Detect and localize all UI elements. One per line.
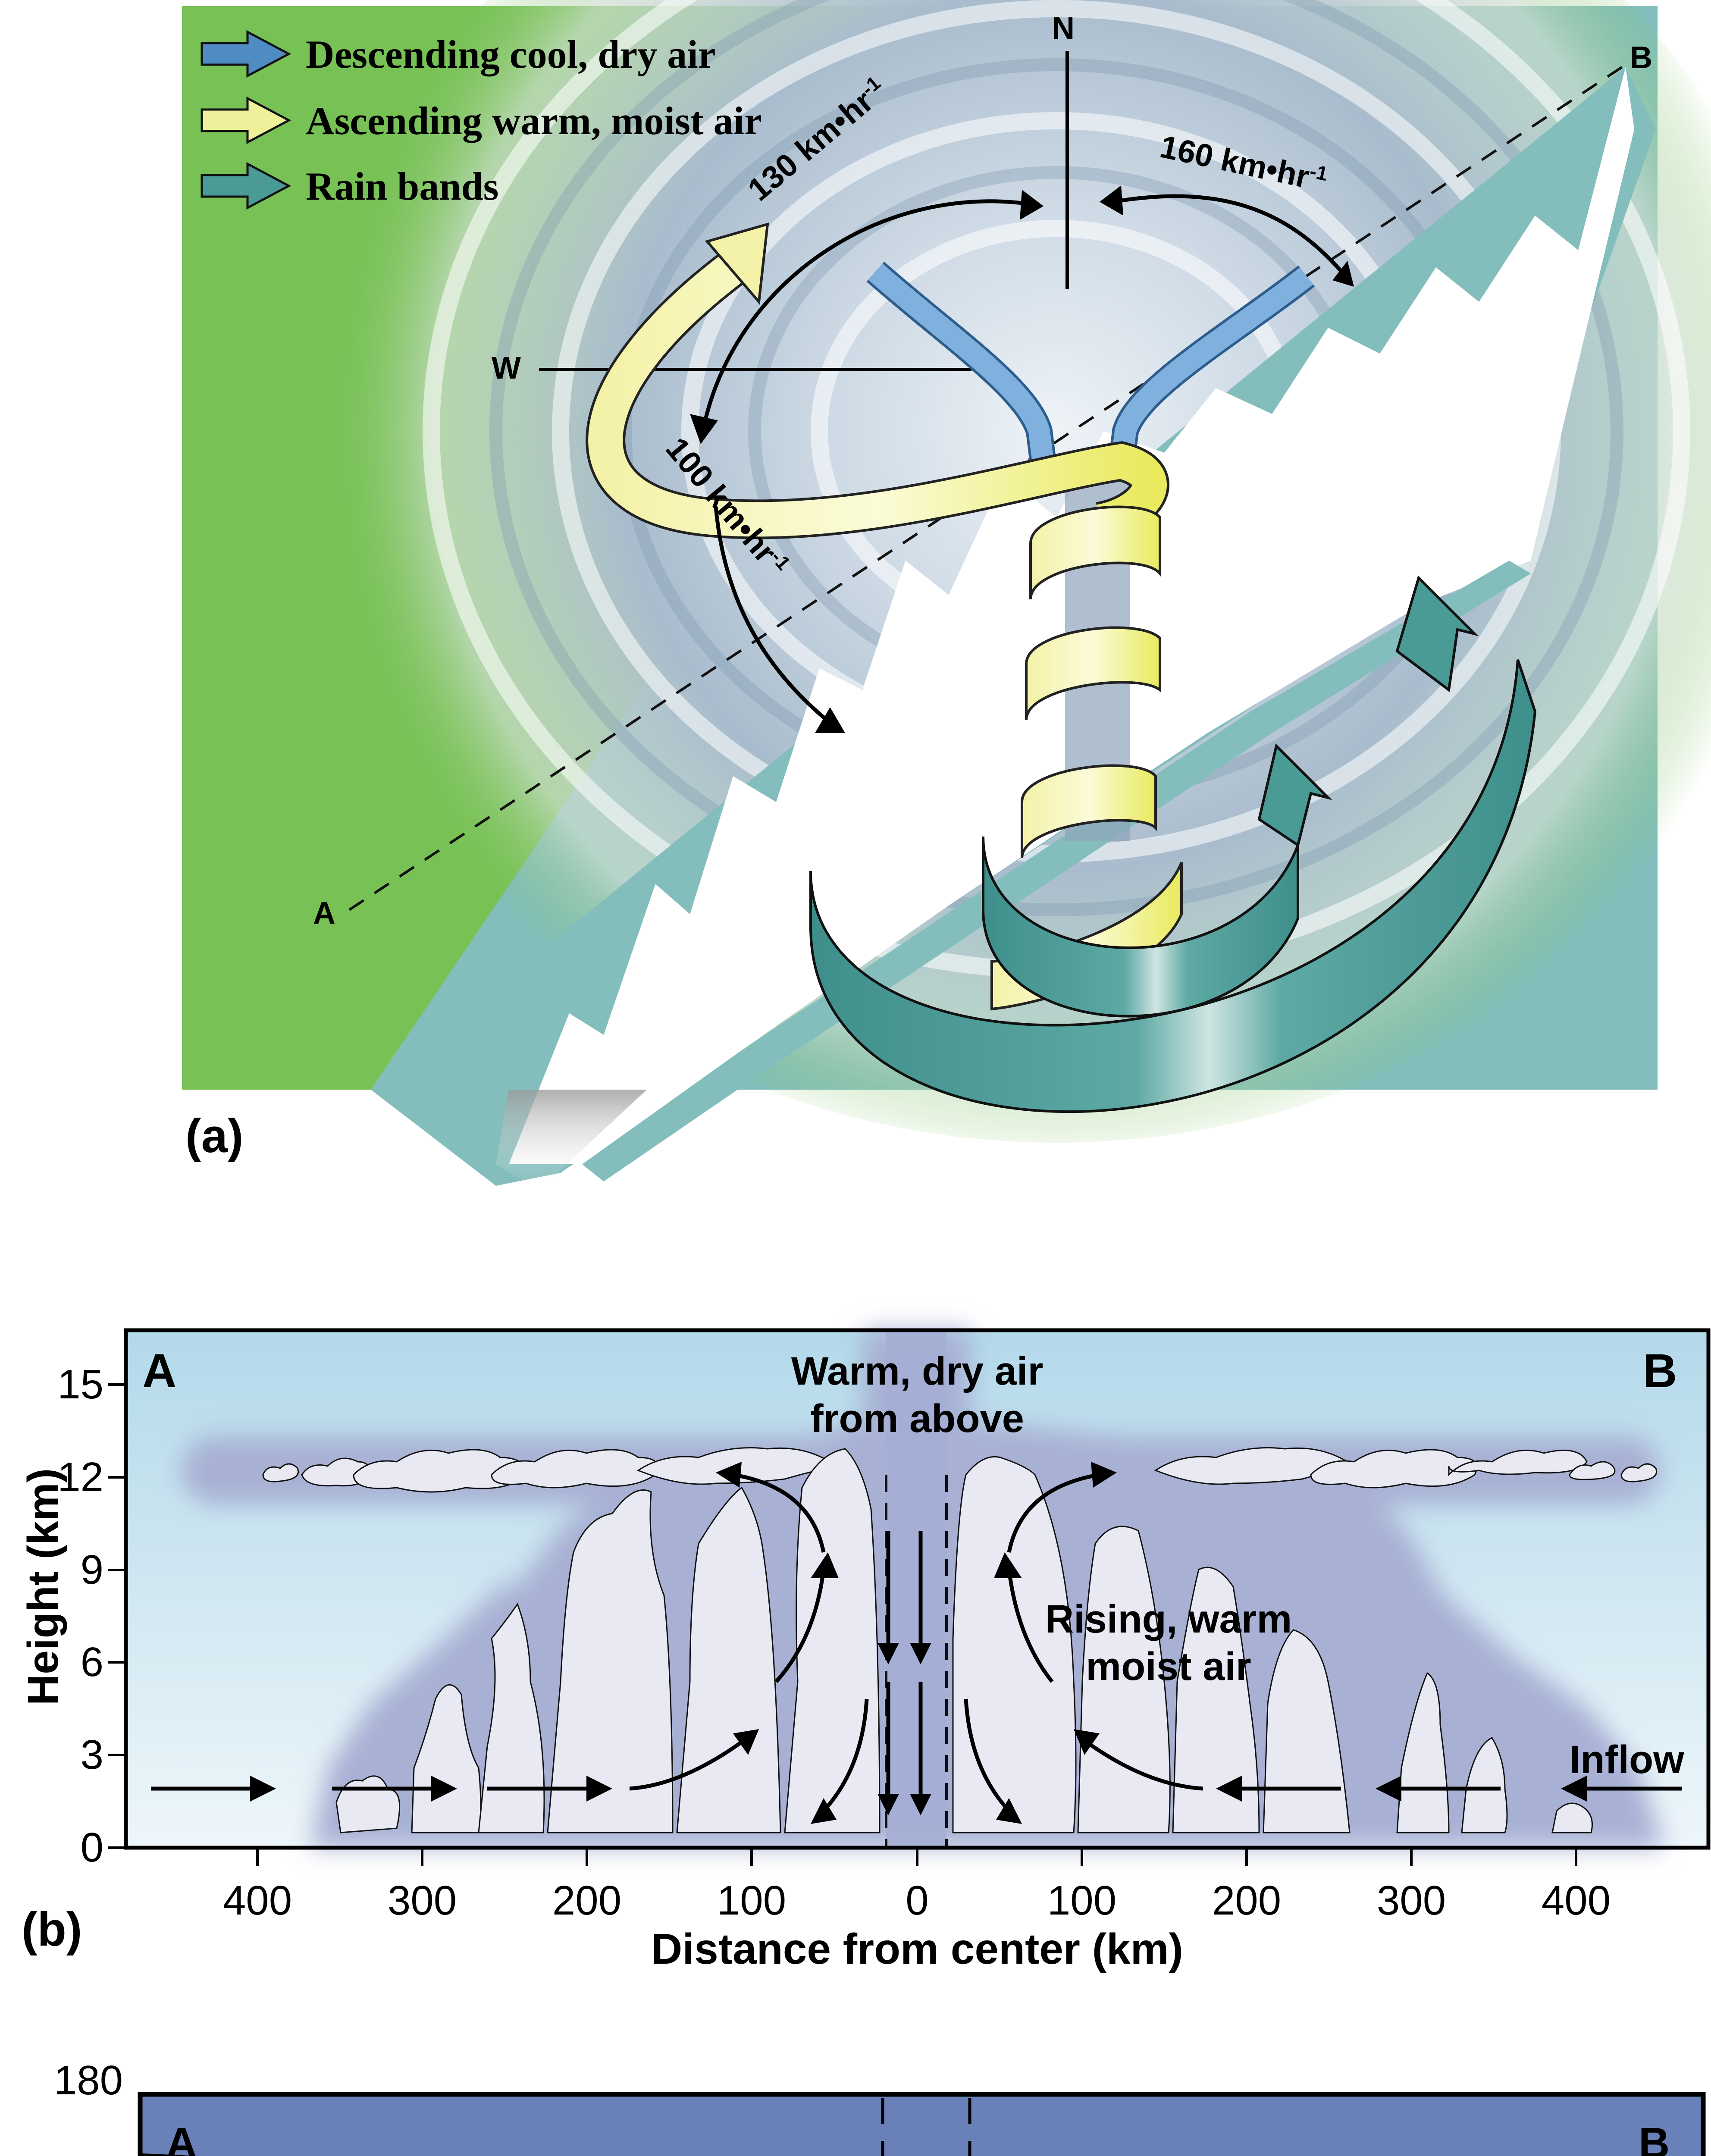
compass-west-label: W xyxy=(492,351,521,385)
yellow-arrow-icon xyxy=(201,96,291,144)
b-ytick-0: 0 xyxy=(80,1824,103,1871)
section-end-b-label: B xyxy=(1630,41,1652,75)
b-xtick-right-100: 100 xyxy=(1047,1877,1117,1924)
b-ytick-3: 3 xyxy=(80,1732,103,1778)
b-xtick-right-300: 300 xyxy=(1376,1877,1446,1924)
b-xtick-left-200: 200 xyxy=(552,1877,622,1924)
panel-b-tag: (b) xyxy=(22,1903,82,1956)
b-corner-a: A xyxy=(142,1344,177,1398)
b-annotation-rising: Rising, warm moist air xyxy=(1045,1595,1292,1691)
b-xtick-right-200: 200 xyxy=(1212,1877,1282,1924)
panel-b-cross-section xyxy=(108,1328,1711,1866)
b-y-axis-title: Height (km) xyxy=(19,1468,67,1705)
b-annotation-rising-line1: Rising, warm xyxy=(1045,1597,1292,1641)
b-xtick-right-400: 400 xyxy=(1541,1877,1611,1924)
b-xtick-left-300: 300 xyxy=(387,1877,457,1924)
b-ytick-9: 9 xyxy=(80,1547,103,1593)
c-corner-b: B xyxy=(1639,2119,1670,2156)
legend-label-descending: Descending cool, dry air xyxy=(306,32,716,76)
c-corner-a: A xyxy=(166,2119,197,2156)
b-annotation-inflow: Inflow xyxy=(1570,1738,1684,1782)
teal-arrow-icon xyxy=(201,162,291,210)
section-start-a-label: A xyxy=(313,896,335,931)
blue-arrow-icon xyxy=(201,30,291,78)
b-annotation-warm-dry-line1: Warm, dry air xyxy=(791,1349,1044,1393)
b-xtick-left-100: 100 xyxy=(717,1877,787,1924)
compass-north-label: N xyxy=(1052,11,1075,46)
b-corner-b: B xyxy=(1643,1344,1677,1398)
legend-label-ascending: Ascending warm, moist air xyxy=(306,99,762,143)
panel-c: 0 40 80 120 160 180 400 300 200 100 0 10… xyxy=(0,2027,1711,2156)
panel-a: Descending cool, dry air Ascending warm,… xyxy=(182,0,1711,1190)
legend-label-rain-bands: Rain bands xyxy=(306,164,499,208)
panel-c-chart xyxy=(138,2092,1706,2156)
b-xtick-left-400: 400 xyxy=(222,1877,292,1924)
panel-b: 0 3 6 9 12 15 400 300 200 100 0 100 200 … xyxy=(0,1250,1711,1984)
b-ytick-6: 6 xyxy=(80,1639,103,1685)
b-annotation-warm-dry: Warm, dry air from above xyxy=(791,1348,1044,1443)
b-ytick-12: 12 xyxy=(57,1454,103,1500)
b-x-axis-title: Distance from center (km) xyxy=(651,1925,1183,1973)
b-ytick-15: 15 xyxy=(57,1361,103,1407)
b-annotation-rising-line2: moist air xyxy=(1086,1645,1251,1689)
b-annotation-warm-dry-line2: from above xyxy=(810,1397,1024,1441)
b-xtick-center: 0 xyxy=(906,1877,929,1924)
c-ytick-180: 180 xyxy=(53,2057,123,2103)
panel-a-tag: (a) xyxy=(185,1109,244,1163)
panel-a-illustration xyxy=(182,0,1711,1190)
